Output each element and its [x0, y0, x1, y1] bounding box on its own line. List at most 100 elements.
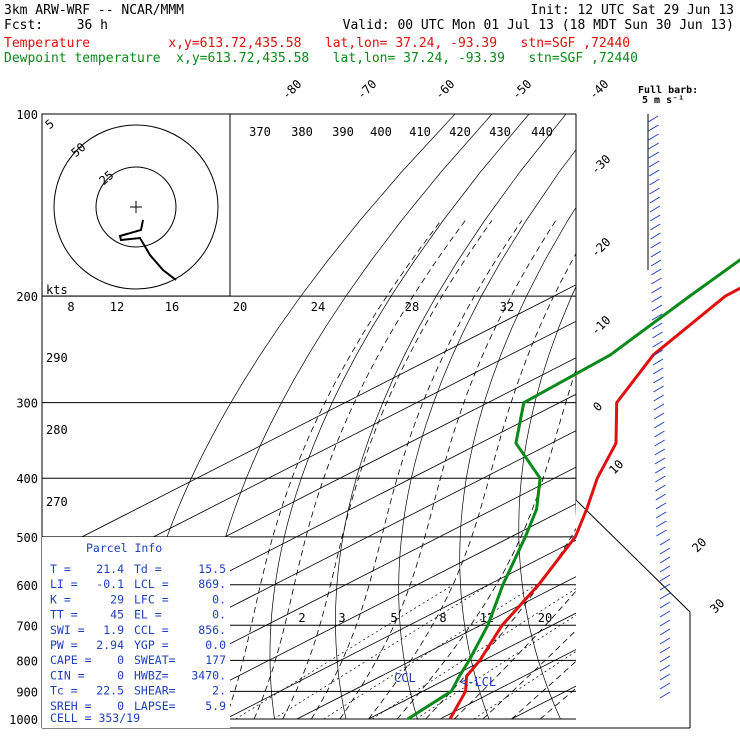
wind-barb	[655, 502, 667, 510]
pressure-label: 1000	[9, 713, 38, 727]
parcel-key: TT =	[50, 608, 78, 622]
wind-barb	[654, 430, 665, 438]
valid-time: Valid: 00 UTC Mon 01 Jul 13 (18 MDT Sun …	[343, 18, 734, 33]
wind-barb	[649, 214, 661, 222]
isotherm-line	[82, 466, 576, 720]
wind-barb	[659, 637, 671, 645]
moist-adiabat	[511, 660, 576, 720]
parcel-key: CAPE =	[50, 653, 92, 667]
wind-barb	[655, 493, 666, 501]
wind-barb	[655, 511, 667, 519]
barb-unit-label: 5 m s⁻¹	[642, 95, 684, 106]
parcel-key: SHEAR=	[134, 684, 176, 698]
isotherm-label: -20	[588, 235, 613, 260]
theta-label: 370	[249, 125, 271, 139]
parcel-cell: CELL = 353/19	[50, 711, 140, 725]
dry-adiabat	[335, 114, 567, 720]
wind-barb	[659, 601, 671, 609]
parcel-info-box: Parcel Info T = 21.4 Td = 15.5 LI = -0.1 LCL =…	[42, 537, 230, 728]
parcel-key: CIN =	[50, 668, 85, 682]
dry-adiabat	[459, 206, 576, 720]
theta-label: 430	[489, 125, 511, 139]
wind-barb	[659, 574, 671, 582]
wind-barb	[659, 673, 671, 681]
parcel-value: 3470.	[191, 668, 226, 682]
parcel-key: LAPSE=	[134, 699, 176, 713]
parcel-key: SWI =	[50, 623, 85, 637]
parcel-value: 22.5	[96, 684, 124, 698]
dewpoint-profile	[406, 258, 740, 721]
wind-barb	[659, 538, 671, 546]
moist-adiabat	[396, 368, 576, 720]
model-title: 3km ARW-WRF -- NCAR/MMM	[4, 3, 184, 18]
wind-barb	[654, 448, 666, 456]
mixing-ratio-top-label: 28	[405, 300, 419, 314]
isotherm-line	[42, 320, 576, 595]
isotherm-label: -30	[588, 152, 613, 177]
wind-barb	[651, 313, 663, 321]
mixing-ratio-top-label: 32	[500, 300, 514, 314]
parcel-key: EL =	[134, 608, 162, 622]
wind-barb	[648, 133, 659, 141]
theta-label: 380	[291, 125, 313, 139]
wind-barb	[648, 169, 660, 177]
pressure-label: 100	[16, 108, 38, 122]
wind-barb	[653, 376, 664, 384]
hodograph-ring-outer	[53, 124, 219, 290]
theta-side-label: 270	[46, 495, 68, 509]
parcel-key: Tc =	[50, 684, 78, 698]
dry-adiabat	[201, 114, 493, 720]
wind-barb	[655, 484, 666, 492]
isotherm-line	[583, 114, 740, 719]
wind-barb	[650, 241, 661, 249]
moist-adiabat	[339, 220, 557, 720]
wind-barbs	[647, 114, 671, 699]
wind-barb	[651, 286, 662, 294]
wind-barb	[659, 592, 671, 600]
theta-label: 420	[449, 125, 471, 139]
wind-barb	[647, 115, 659, 123]
mixing-ratio-low-label: 8	[439, 611, 446, 625]
wind-barb	[649, 178, 660, 186]
wind-barb	[649, 205, 661, 213]
wind-barb	[655, 475, 666, 483]
wind-barb	[659, 691, 671, 699]
isotherm-label: -10	[588, 313, 613, 338]
mixing-ratio-low-label: 20	[538, 611, 552, 625]
wind-barb	[659, 610, 671, 618]
isotherm-label: -80	[279, 77, 304, 102]
mixing-ratio-top-label: 8	[67, 300, 74, 314]
dry-adiabat	[398, 149, 576, 720]
moist-adiabat	[282, 220, 493, 720]
mixing-ratio-line	[473, 650, 576, 720]
wind-barb	[648, 160, 660, 168]
isotherm-label: 20	[689, 535, 709, 555]
wind-barb	[659, 682, 671, 690]
wind-barb	[650, 232, 661, 240]
isotherm-line	[153, 503, 576, 720]
wind-barb	[651, 304, 663, 312]
wind-barb	[654, 457, 666, 465]
wind-barb	[648, 142, 659, 150]
init-time: Init: 12 UTC Sat 29 Jun 13	[531, 3, 735, 18]
wind-barb	[659, 628, 671, 636]
wind-barb	[659, 547, 671, 555]
wind-barb	[652, 340, 663, 348]
wind-barb	[659, 565, 671, 573]
pressure-label: 700	[16, 619, 38, 633]
moist-adiabat	[454, 590, 576, 720]
dry-adiabat	[575, 480, 576, 518]
mixing-ratio-top-label: 24	[311, 300, 325, 314]
parcel-value: 45	[110, 608, 124, 622]
moist-adiabat	[368, 252, 576, 720]
wind-barb	[648, 151, 660, 159]
wind-barb	[650, 223, 661, 231]
hodograph-ring-inner	[95, 166, 177, 248]
parcel-value: 1.9	[103, 623, 124, 637]
lcl-annotation: <-LCL	[460, 675, 496, 689]
parcel-value: 2.94	[96, 638, 124, 652]
isotherm-label: -50	[509, 77, 534, 102]
parcel-value: 15.5	[198, 562, 226, 576]
wind-barb	[649, 196, 661, 204]
hodograph-trace	[118, 219, 177, 281]
